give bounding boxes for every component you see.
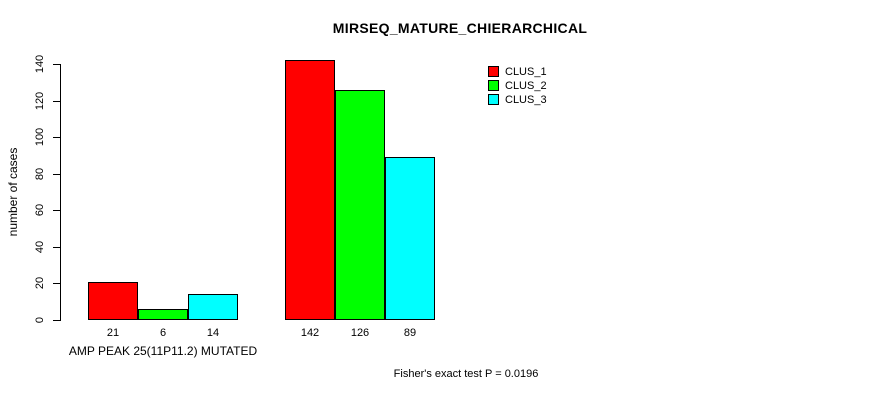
x-axis-group-label: AMP PEAK 25(11P11.2) MUTATED <box>68 344 258 358</box>
bar-value-label: 21 <box>106 327 120 339</box>
legend-label-clus_2: CLUS_2 <box>505 80 547 92</box>
y-axis-tick-label: 60 <box>34 203 46 217</box>
y-axis-tick <box>53 210 60 211</box>
legend-label-clus_3: CLUS_3 <box>505 94 547 106</box>
legend-label-clus_1: CLUS_1 <box>505 66 547 78</box>
y-axis-tick <box>53 174 60 175</box>
y-axis-tick-label: 20 <box>34 276 46 290</box>
y-axis-tick-label: 80 <box>34 167 46 181</box>
y-axis-tick-label: 0 <box>34 316 46 324</box>
chart-title: MIRSEQ_MATURE_CHIERARCHICAL <box>332 20 588 36</box>
y-axis-tick <box>53 64 60 65</box>
y-axis-tick-label: 140 <box>34 54 46 74</box>
bar-clus_2-group1 <box>138 309 188 320</box>
footer-stat-note: Fisher's exact test P = 0.0196 <box>393 368 539 380</box>
bar-clus_3-group2 <box>385 157 435 320</box>
bar-clus_3-group1 <box>188 294 238 320</box>
bar-clus_1-group2 <box>285 60 335 320</box>
y-axis-tick <box>53 137 60 138</box>
bar-value-label: 89 <box>403 327 417 339</box>
y-axis-tick-label: 40 <box>34 240 46 254</box>
legend-swatch-clus_3 <box>488 94 499 105</box>
bar-clus_1-group1 <box>88 282 138 320</box>
y-axis-tick <box>53 247 60 248</box>
bar-value-label: 126 <box>350 327 370 339</box>
bar-value-label: 142 <box>300 327 320 339</box>
y-axis-tick-label: 120 <box>34 91 46 111</box>
y-axis-tick <box>53 101 60 102</box>
bar-value-label: 14 <box>206 327 220 339</box>
bar-value-label: 6 <box>159 327 167 339</box>
legend-swatch-clus_2 <box>488 80 499 91</box>
y-axis-label: number of cases <box>6 147 20 237</box>
y-axis-tick-label: 100 <box>34 127 46 147</box>
y-axis-line <box>60 64 61 321</box>
bar-clus_2-group2 <box>335 90 385 320</box>
legend-swatch-clus_1 <box>488 66 499 77</box>
y-axis-tick <box>53 320 60 321</box>
y-axis-tick <box>53 283 60 284</box>
